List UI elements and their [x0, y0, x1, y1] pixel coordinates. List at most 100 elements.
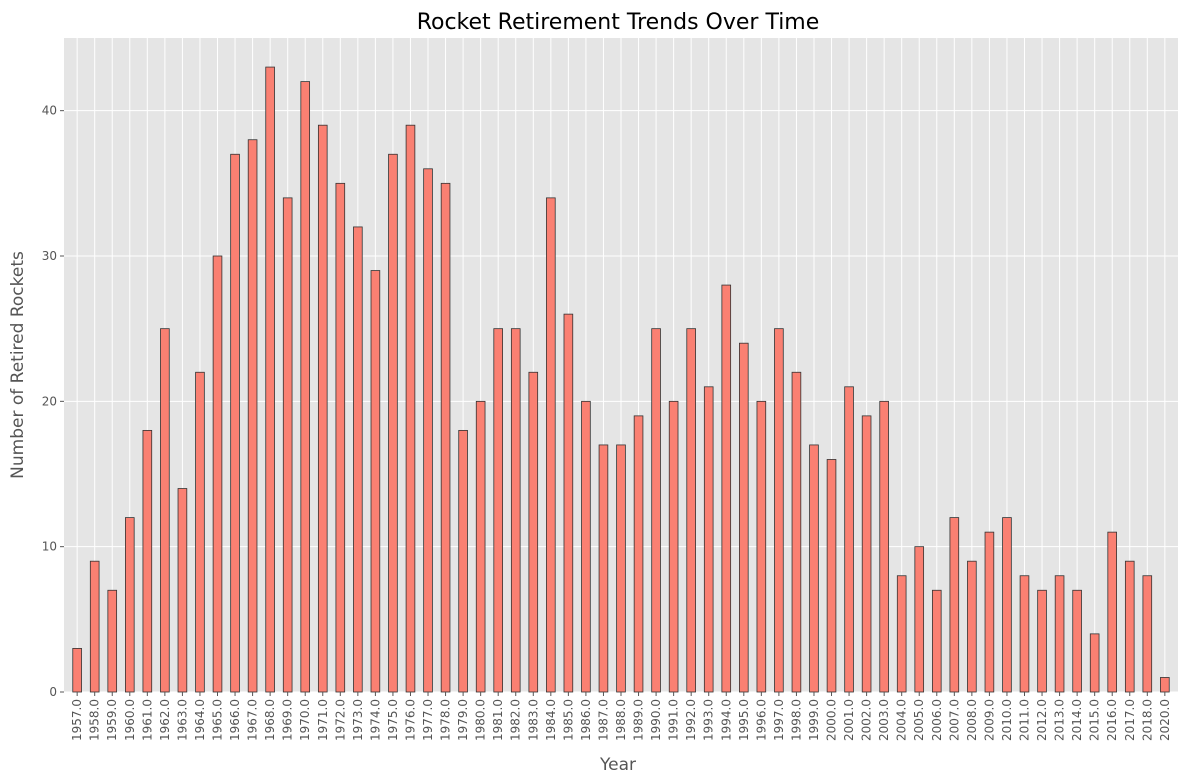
x-tick-label: 1972.0 [333, 699, 347, 741]
x-tick-label: 2006.0 [930, 699, 944, 741]
bar-1972.0 [335, 182, 346, 693]
x-axis-label: Year [599, 755, 636, 775]
bar-1974.0 [370, 270, 381, 693]
bar-2017.0 [1124, 560, 1135, 693]
x-tick-label: 1989.0 [632, 699, 646, 741]
x-tick-label: 2009.0 [982, 699, 996, 741]
bar-1975.0 [388, 153, 398, 693]
bar-1989.0 [633, 415, 644, 693]
x-tick-label: 1995.0 [737, 699, 751, 741]
bar-1998.0 [791, 371, 802, 693]
bar-2016.0 [1107, 531, 1117, 693]
x-tick-label: 2016.0 [1105, 699, 1119, 741]
bar-1976.0 [405, 124, 416, 693]
bar-2002.0 [861, 415, 872, 693]
x-tick-label: 1979.0 [456, 699, 470, 741]
bar-1957.0 [72, 648, 82, 693]
bar-1988.0 [616, 444, 626, 693]
bar-2012.0 [1037, 589, 1047, 693]
bar-1990.0 [651, 328, 661, 693]
bar-1996.0 [756, 400, 767, 693]
x-tick-label: 1975.0 [386, 699, 400, 741]
y-tick-label: 40 [42, 104, 57, 118]
bar-1983.0 [528, 371, 539, 693]
x-tick-label: 1960.0 [123, 699, 137, 741]
y-tick-label: 0 [49, 685, 57, 699]
bar-1978.0 [440, 182, 451, 693]
x-tick-label: 1964.0 [193, 699, 207, 741]
x-tick-label: 1982.0 [509, 699, 523, 741]
x-tick-label: 2002.0 [860, 699, 874, 741]
x-tick-label: 1973.0 [351, 699, 365, 741]
x-tick-label: 1990.0 [649, 699, 663, 741]
bar-1987.0 [598, 444, 609, 693]
x-tick-label: 1988.0 [614, 699, 628, 741]
x-tick-label: 1969.0 [281, 699, 295, 741]
bar-1985.0 [563, 313, 574, 693]
x-tick-label: 2012.0 [1035, 699, 1049, 741]
x-tick-label: 2008.0 [965, 699, 979, 741]
bar-1981.0 [493, 328, 503, 693]
x-tick-label: 1991.0 [667, 699, 681, 741]
x-tick-label: 1963.0 [175, 699, 189, 741]
bar-1997.0 [774, 328, 784, 693]
x-tick-label: 2011.0 [1017, 699, 1031, 741]
x-tick-label: 1996.0 [754, 699, 768, 741]
bar-1995.0 [739, 342, 749, 693]
x-tick-label: 1992.0 [684, 699, 698, 741]
bar-2013.0 [1054, 575, 1065, 693]
chart-title: Rocket Retirement Trends Over Time [417, 10, 820, 35]
bar-2010.0 [1002, 517, 1012, 693]
x-tick-label: 1974.0 [368, 699, 382, 741]
x-tick-label: 1985.0 [561, 699, 575, 741]
x-tick-label: 1968.0 [263, 699, 277, 741]
bar-1994.0 [721, 284, 732, 693]
y-tick-label: 20 [42, 394, 57, 408]
bar-1966.0 [230, 153, 240, 693]
bar-2011.0 [1019, 575, 1030, 693]
x-tick-label: 1957.0 [70, 699, 84, 741]
bar-1967.0 [247, 139, 258, 693]
x-tick-label: 1984.0 [544, 699, 558, 741]
bar-2008.0 [967, 560, 977, 693]
bar-1986.0 [581, 400, 591, 693]
bar-1982.0 [510, 328, 521, 693]
bar-2006.0 [931, 589, 942, 693]
x-tick-label: 2018.0 [1140, 699, 1154, 741]
bar-2005.0 [914, 546, 925, 693]
x-tick-label: 1987.0 [596, 699, 610, 741]
x-tick-label: 1981.0 [491, 699, 505, 741]
bar-1962.0 [160, 328, 170, 693]
x-tick-label: 1997.0 [772, 699, 786, 741]
x-tick-label: 1999.0 [807, 699, 821, 741]
bar-1993.0 [703, 386, 714, 693]
bar-1999.0 [809, 444, 819, 693]
y-axis-label: Number of Retired Rockets [8, 251, 28, 479]
x-tick-label: 2000.0 [825, 699, 839, 741]
x-tick-label: 2007.0 [947, 699, 961, 741]
y-tick-label: 10 [42, 540, 57, 554]
x-tick-label: 2020.0 [1158, 699, 1172, 741]
x-tick-label: 1980.0 [474, 699, 488, 741]
bar-2018.0 [1142, 575, 1153, 693]
x-tick-label: 1958.0 [88, 699, 102, 741]
bar-2004.0 [896, 575, 907, 693]
x-tick-label: 1977.0 [421, 699, 435, 741]
x-tick-label: 2001.0 [842, 699, 856, 741]
x-tick-label: 2010.0 [1000, 699, 1014, 741]
y-tick-label: 30 [42, 249, 57, 263]
bar-2009.0 [984, 531, 995, 693]
x-tick-label: 1993.0 [702, 699, 716, 741]
bar-1963.0 [177, 488, 188, 693]
x-axis-ticks: 1957.0 1958.0 1959.0 1960.0 1961.0 1962.0 1963… [70, 692, 1172, 741]
bar-1979.0 [458, 429, 468, 693]
x-tick-label: 1959.0 [105, 699, 119, 741]
x-tick-label: 1998.0 [789, 699, 803, 741]
x-tick-label: 1983.0 [526, 699, 540, 741]
x-tick-label: 2017.0 [1123, 699, 1137, 741]
x-tick-label: 1976.0 [403, 699, 417, 741]
x-tick-label: 2003.0 [877, 699, 891, 741]
bar-1968.0 [265, 66, 275, 693]
bar-1980.0 [475, 400, 486, 693]
